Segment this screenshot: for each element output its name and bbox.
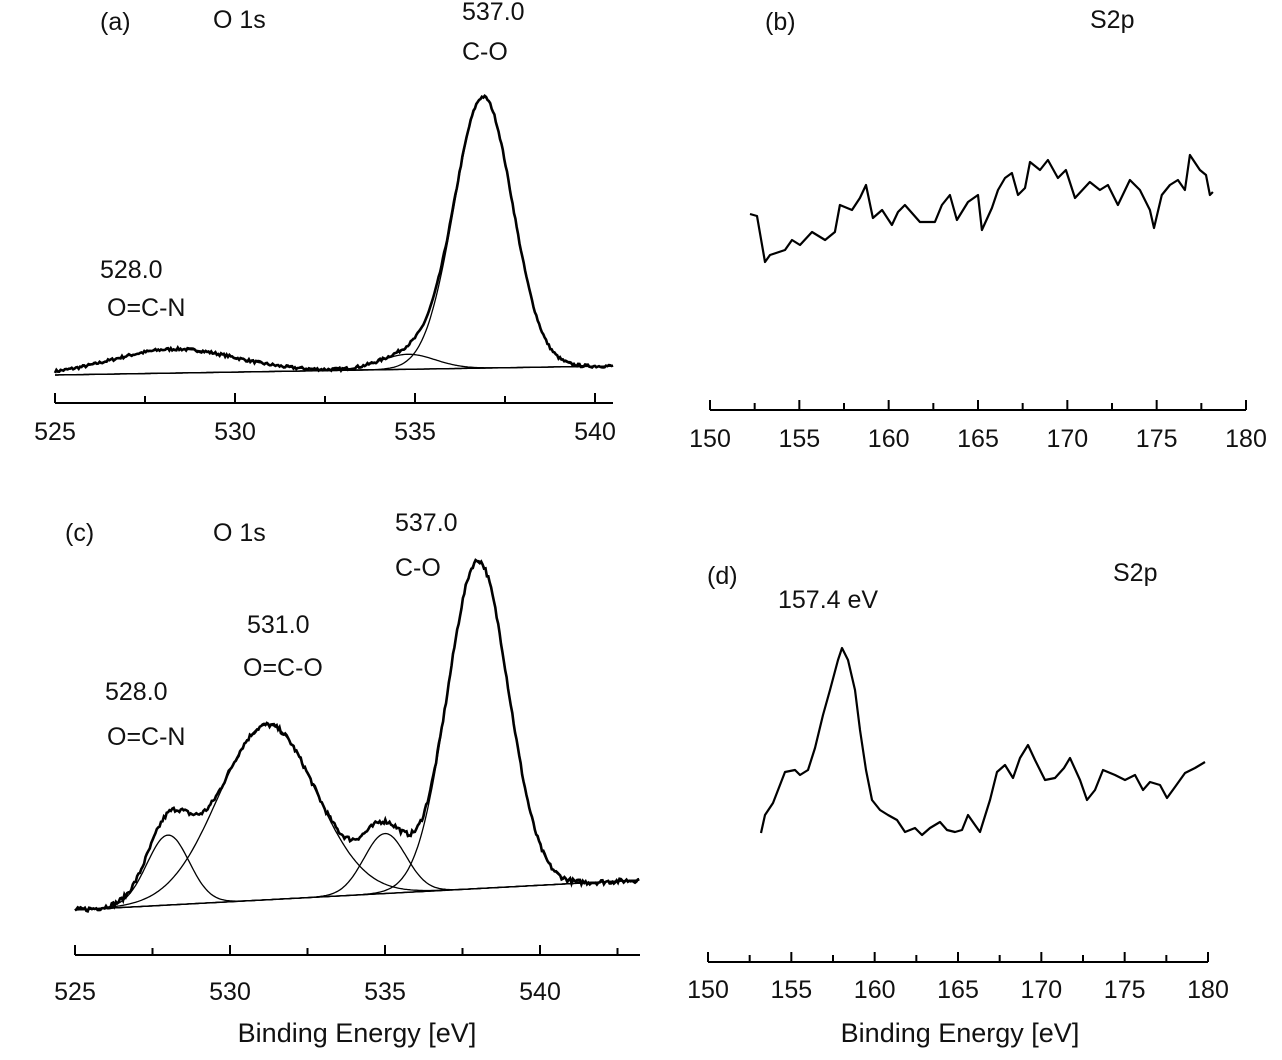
panel-a-component-536.9 xyxy=(55,96,613,376)
panel-c-title: O 1s xyxy=(213,519,266,547)
panel-b-tick-label: 170 xyxy=(1046,425,1088,453)
panel-a-annotation-ocn: O=C-N xyxy=(107,294,185,322)
panel-d-spectrum-curve xyxy=(759,646,1206,837)
panel-c-annotation-537: 537.0 xyxy=(395,509,458,537)
panel-d-tick-label: 170 xyxy=(1020,976,1062,1004)
panel-d-tick-label: 155 xyxy=(770,976,812,1004)
panel-c-annotation-co: C-O xyxy=(395,554,441,582)
panel-a-tick-label: 535 xyxy=(394,418,436,446)
panel-d-tick-label: 160 xyxy=(854,976,896,1004)
panel-a-component-534.8 xyxy=(55,353,613,376)
panel-a-tick-label: 540 xyxy=(574,418,616,446)
panel-b-spectrum-curve xyxy=(749,153,1214,264)
panel-a-tick-label: 525 xyxy=(34,418,76,446)
panel-d-label: (d) xyxy=(707,562,738,590)
panel-b-tick-label: 165 xyxy=(957,425,999,453)
panel-b-tick-label: 160 xyxy=(868,425,910,453)
panel-a-title: O 1s xyxy=(213,6,266,34)
panel-b-tick-label: 155 xyxy=(778,425,820,453)
panel-a-tick-label: 530 xyxy=(214,418,256,446)
panel-c-component-531.2 xyxy=(74,724,640,911)
panel-d-title: S2p xyxy=(1113,559,1157,587)
panel-c-tick-label: 540 xyxy=(519,978,561,1006)
panel-a-label: (a) xyxy=(100,8,131,36)
panel-b-tick-label: 180 xyxy=(1225,425,1267,453)
panel-c-tick-label: 535 xyxy=(364,978,406,1006)
panel-a-annotation-537: 537.0 xyxy=(462,0,525,26)
panel-c-annotation-528: 528.0 xyxy=(105,678,168,706)
panel-c-annotation-531: 531.0 xyxy=(247,611,310,639)
panel-b-tick-label: 175 xyxy=(1136,425,1178,453)
panel-c-tick-label: 530 xyxy=(209,978,251,1006)
panel-c-tick-label: 525 xyxy=(54,978,96,1006)
panel-d-xlabel: Binding Energy [eV] xyxy=(841,1018,1080,1048)
panel-c-annotation-oco: O=C-O xyxy=(243,654,323,682)
panel-d-tick-label: 150 xyxy=(687,976,729,1004)
panel-d-tick-label: 175 xyxy=(1104,976,1146,1004)
panel-b-title: S2p xyxy=(1090,6,1134,34)
panel-c-label: (c) xyxy=(65,519,94,547)
panel-b-label: (b) xyxy=(765,8,796,36)
panel-d-tick-label: 180 xyxy=(1187,976,1229,1004)
plots: 525 530 535 540 150 155 160 165 170 175 180 525 530 5… xyxy=(34,93,1267,1006)
panel-a-annotation-528: 528.0 xyxy=(100,256,163,284)
panel-b-tick-label: 150 xyxy=(689,425,731,453)
panel-a-envelope-curve xyxy=(53,93,614,374)
panel-a-annotation-co: C-O xyxy=(462,38,508,66)
panel-c-envelope-curve xyxy=(74,558,640,913)
panel-c-xlabel: Binding Energy [eV] xyxy=(238,1018,477,1048)
panel-d-tick-label: 165 xyxy=(937,976,979,1004)
panel-d-annotation-peak: 157.4 eV xyxy=(778,586,878,614)
panel-c-annotation-ocn: O=C-N xyxy=(107,723,185,751)
